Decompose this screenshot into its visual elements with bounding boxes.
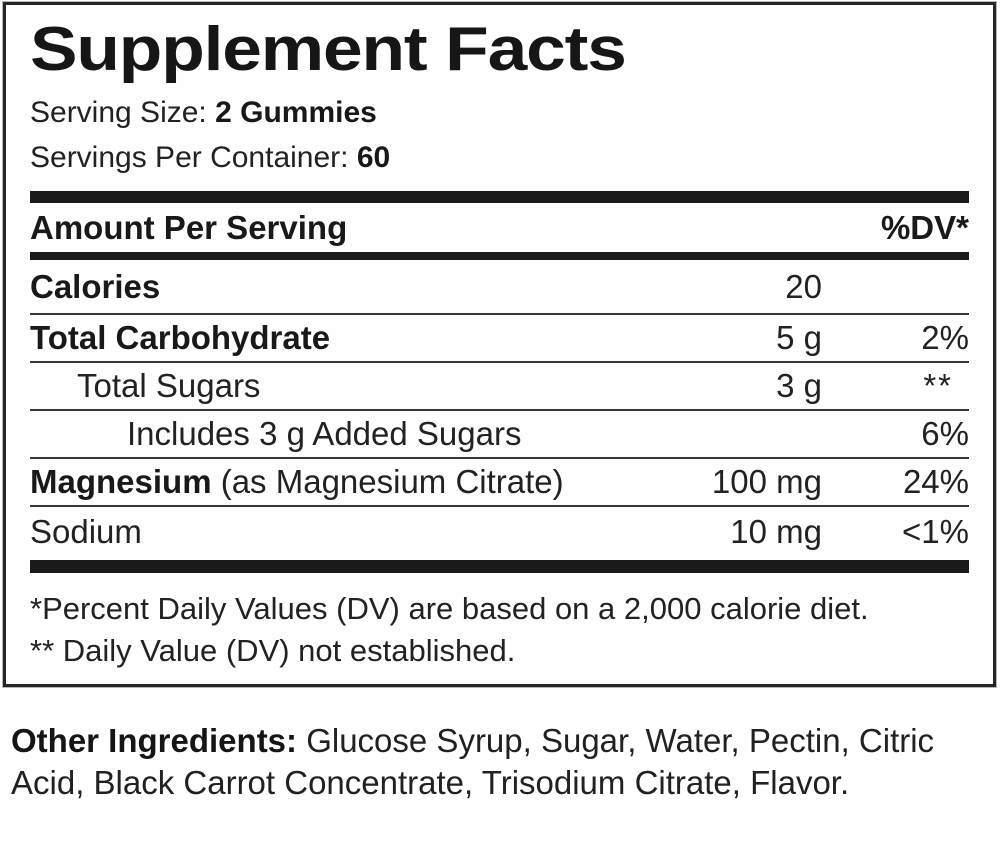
- nutrient-amount: 5 g: [776, 319, 822, 356]
- serving-size-label: Serving Size:: [30, 96, 216, 129]
- other-ingredients-label: Other Ingredients:: [11, 722, 298, 759]
- footnotes: *Percent Daily Values (DV) are based on …: [30, 588, 969, 672]
- percent-dv-header: %DV*: [880, 208, 969, 246]
- row-total-carbohydrate: Total Carbohydrate 5 g 2%: [30, 315, 969, 363]
- nutrient-dv: 2%: [921, 319, 969, 356]
- nutrient-dv: 24%: [902, 463, 969, 500]
- nutrient-name: Total Sugars: [77, 367, 261, 404]
- nutrient-name: Total Carbohydrate: [30, 319, 331, 356]
- serving-size-line: Serving Size: 2 Gummies: [30, 90, 969, 135]
- row-magnesium: Magnesium (as Magnesium Citrate) 100 mg …: [30, 459, 969, 507]
- row-total-sugars: Total Sugars 3 g **: [30, 363, 969, 411]
- other-ingredients-list: Glucose Syrup, Sugar, Water, Pectin, Cit…: [11, 722, 935, 801]
- nutrient-amount: 20: [785, 267, 822, 305]
- amount-per-serving-header: Amount Per Serving: [30, 208, 348, 246]
- nutrient-name: Includes 3 g Added Sugars: [127, 415, 522, 452]
- nutrient-amount: 10 mg: [730, 513, 822, 550]
- servings-per-container-line: Servings Per Container: 60: [30, 135, 969, 180]
- separator-bar-thick-top: [30, 191, 969, 203]
- row-calories: Calories 20: [30, 260, 969, 315]
- table-header-row: Amount Per Serving %DV*: [30, 203, 969, 252]
- serving-info: Serving Size: 2 Gummies Servings Per Con…: [30, 90, 969, 180]
- separator-bar-medium: [30, 252, 969, 260]
- nutrient-amount: 100 mg: [711, 463, 822, 500]
- nutrient-name: Magnesium (as Magnesium Citrate): [30, 463, 564, 500]
- nutrient-amount: 3 g: [776, 367, 822, 404]
- supplement-facts-panel: Supplement Facts Serving Size: 2 Gummies…: [3, 2, 996, 687]
- nutrient-name: Sodium: [30, 513, 142, 550]
- servings-per-container-label: Servings Per Container:: [30, 141, 357, 174]
- nutrient-name: Calories: [30, 267, 161, 305]
- other-ingredients-paragraph: Other Ingredients: Glucose Syrup, Sugar,…: [11, 720, 969, 804]
- nutrient-dv: **: [923, 367, 953, 404]
- row-sodium: Sodium 10 mg <1%: [30, 507, 969, 557]
- servings-per-container-value: 60: [356, 141, 391, 174]
- nutrient-dv: <1%: [902, 513, 969, 550]
- footnote-percent-dv: *Percent Daily Values (DV) are based on …: [30, 591, 869, 626]
- footnote-dv-not-established: ** Daily Value (DV) not established.: [30, 633, 516, 668]
- row-added-sugars: Includes 3 g Added Sugars 6%: [30, 411, 969, 459]
- serving-size-value: 2 Gummies: [215, 96, 377, 129]
- panel-title: Supplement Facts: [30, 15, 627, 84]
- separator-bar-thick-bottom: [30, 560, 969, 573]
- nutrient-dv: 6%: [921, 415, 969, 452]
